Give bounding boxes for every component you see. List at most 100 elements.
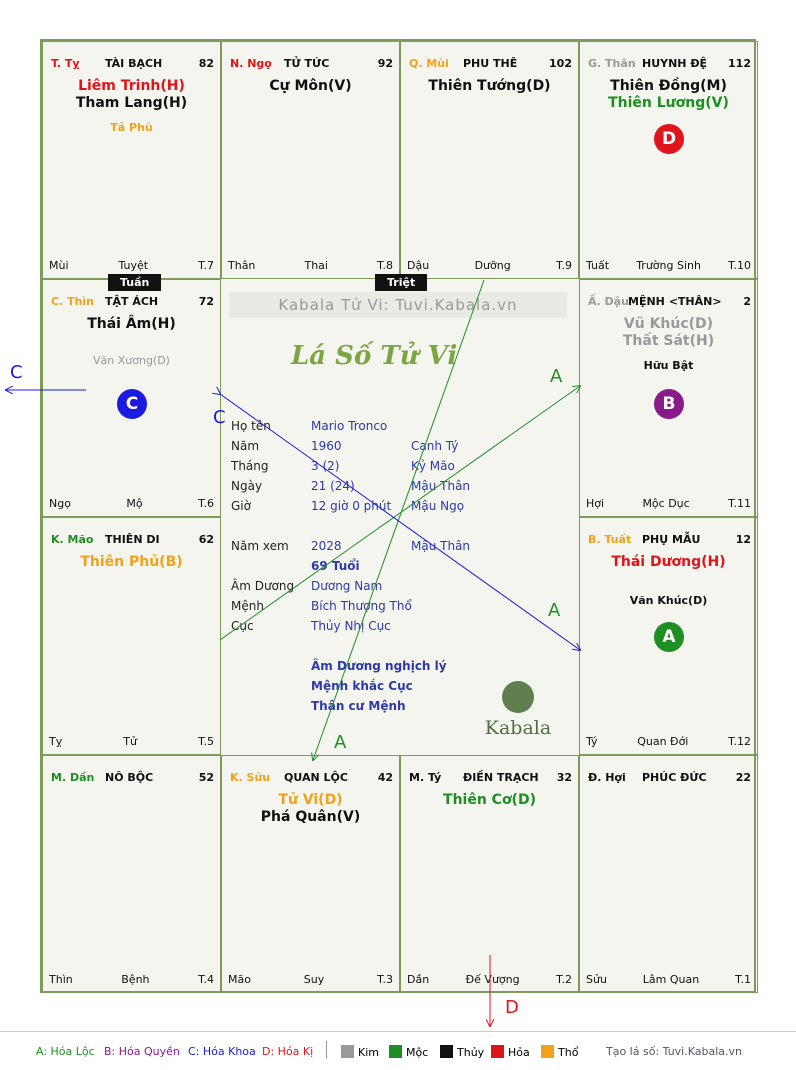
label-name: Họ tên [231,419,271,433]
palace-number: 42 [377,771,393,784]
cell-month: T.1 [735,973,751,986]
palace-name: THIÊN DI [105,533,160,546]
cell-branch: Mùi [49,259,69,272]
kabala-logo: Kabala [483,681,553,739]
palace-number: 2 [743,295,751,308]
label-year: Năm [231,439,260,453]
cell-branch: Tý [586,735,598,748]
value-view-year-can: Mậu Thân [411,539,471,553]
palace-phu-mau: B. Tuất PHỤ MẪU 12 Thái Dương(H) Văn Khú… [579,517,758,755]
main-star: Thiên Lương(V) [608,95,729,111]
cell-branch: Hợi [586,497,605,510]
tree-icon [502,681,534,713]
legend-moc-label: Mộc [406,1046,429,1059]
palace-code: Đ. Hợi [588,771,626,784]
cell-month: T.6 [198,497,214,510]
label-hour: Giờ [231,499,251,513]
main-star: Phá Quân(V) [260,809,361,825]
cell-stage: Thai [304,259,328,272]
main-star: Thiên Đồng(M) [610,78,727,94]
palace-tai-bach: T. Tỵ TÀI BẠCH 82 Liêm Trinh(H) Tham Lan… [42,41,221,279]
main-star: Thái Dương(H) [611,554,726,570]
main-star: Liêm Trinh(H) [78,78,185,94]
value-year: 1960 [311,439,342,453]
cell-month: T.5 [198,735,214,748]
legend-hoa-khoa: C: Hóa Khoa [188,1045,256,1058]
legend-hoa-label: Hỏa [508,1046,530,1059]
legend-kim: Kim [341,1045,379,1059]
cell-stage: Đế Vượng [465,973,520,986]
label-month: Tháng [231,459,269,473]
palace-no-boc: M. Dần NÔ BỘC 52 Thìn Bệnh T.4 [42,755,221,993]
main-star: Cự Môn(V) [269,78,352,94]
aspect-label-a: A [334,732,347,753]
palace-number: 12 [735,533,751,546]
note-than-menh: Thân cư Mệnh [311,699,406,713]
cell-branch: Dậu [407,259,430,272]
palace-code: M. Dần [51,771,95,784]
tuan-tag: Tuần [108,274,162,291]
legend-hoa-ki: D: Hóa Kị [262,1045,314,1058]
palace-number: 102 [549,57,572,70]
palace-name: PHÚC ĐỨC [642,771,707,784]
value-menh: Bích Thượng Thổ [311,599,412,613]
palace-number: 82 [198,57,214,70]
horoscope-board: T. Tỵ TÀI BẠCH 82 Liêm Trinh(H) Tham Lan… [40,39,758,993]
legend-hoa-quyen: B: Hóa Quyền [104,1045,180,1058]
cell-branch: Thân [228,259,256,272]
cell-branch: Tỵ [49,735,63,748]
cell-stage: Bệnh [121,973,150,986]
cell-stage: Tuyệt [118,259,149,272]
palace-name: ĐIỀN TRẠCH [463,771,539,784]
aspect-label-a: A [548,600,561,621]
main-star: Vũ Khúc(D) [623,316,714,332]
palace-code: Q. Mùi [409,57,449,70]
aspect-label-a: A [550,366,563,387]
legend-bar: A: Hóa Lộc B: Hóa Quyền C: Hóa Khoa D: H… [0,1031,796,1068]
palace-number: 22 [735,771,751,784]
minor-star: Văn Khúc(D) [629,594,708,607]
cell-branch: Dần [407,973,430,986]
value-month-can: Kỷ Mão [411,459,455,473]
cell-stage: Trường Sinh [636,259,701,272]
site-link[interactable]: Tạo lá số: Tuvi.Kabala.vn [606,1045,742,1058]
cell-branch: Ngọ [49,497,71,510]
note-menh-cuc: Mệnh khắc Cục [311,679,413,693]
palace-code: G. Thân [588,57,636,70]
main-star: Thái Âm(H) [87,316,176,332]
legend-divider [326,1041,327,1059]
cell-stage: Quan Đới [637,735,689,748]
triet-tag: Triệt [375,274,428,291]
note-am-duong: Âm Dương nghịch lý [311,659,447,673]
palace-number: 112 [728,57,751,70]
legend-thuy: Thủy [440,1045,484,1059]
palace-quan-loc: K. Sửu QUAN LỘC 42 Tử Vi(D) Phá Quân(V) … [221,755,400,993]
palace-code: K. Mão [51,533,94,546]
aspect-label-c: C [213,407,226,428]
label-day: Ngày [231,479,263,493]
cell-month: T.4 [198,973,214,986]
cell-month: T.7 [198,259,214,272]
cell-month: T.2 [556,973,572,986]
cell-branch: Sửu [586,973,607,986]
legend-moc: Mộc [389,1045,428,1059]
palace-phu-the: Q. Mùi PHU THÊ 102 Thiên Tướng(D) Dậu Dưỡ… [400,41,579,279]
palace-code: C. Thìn [51,295,95,308]
value-hour: 12 giờ 0 phút [311,499,392,513]
cell-month: T.11 [728,497,751,510]
palace-code: T. Tỵ [51,57,80,70]
legend-hoa: Hỏa [491,1045,530,1059]
aspect-label-d: D [505,997,519,1018]
main-star: Thất Sát(H) [622,333,715,349]
logo-text: Kabala [484,717,552,739]
cell-stage: Tử [123,735,137,748]
minor-star: Văn Xương(D) [93,354,170,367]
palace-name: HUYNH ĐỆ [642,57,708,70]
value-month: 3 (2) [311,459,340,473]
palace-code: K. Sửu [230,771,271,784]
main-star: Thiên Cơ(D) [443,792,536,808]
hoa-khoa-badge: C [117,389,147,419]
center-info-panel: Kabala Tử Vi: Tuvi.Kabala.vn Lá Số Tử Vi… [221,279,575,755]
legend-kim-label: Kim [358,1046,379,1059]
cell-stage: Mộc Dục [642,497,690,510]
